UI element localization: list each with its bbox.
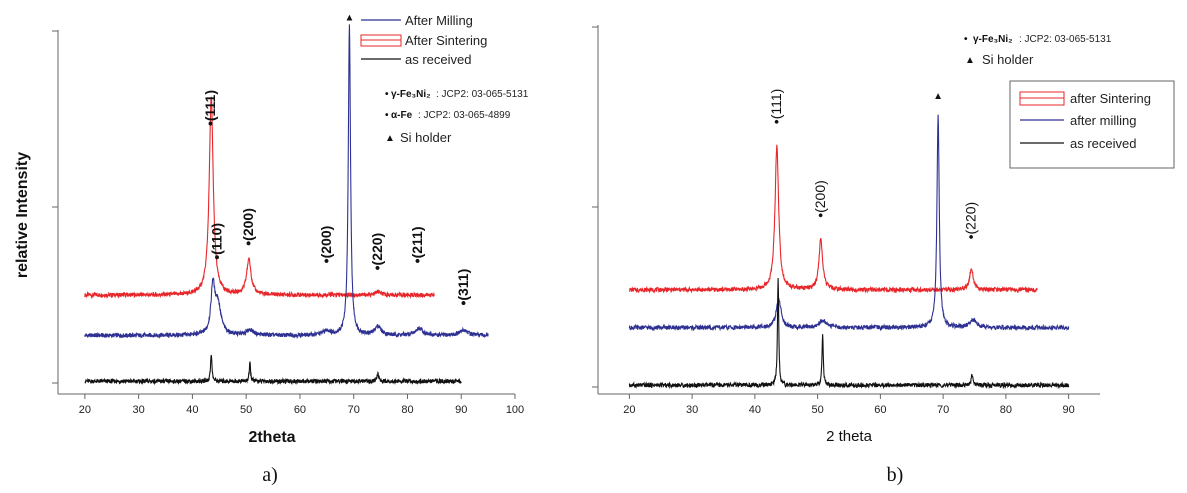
phase-ref: Si holder xyxy=(400,130,452,145)
peak-label: •(211) xyxy=(409,227,425,264)
peak-label: •(200) xyxy=(812,180,828,218)
legend-label-after-milling: After Milling xyxy=(405,13,473,28)
chart-b-axes xyxy=(592,25,1100,395)
phase-marker: • xyxy=(385,110,389,121)
chart-a-x-ticks: 20 30 40 50 60 70 80 90 100 xyxy=(79,394,524,416)
chart-b: 20 30 40 50 60 70 80 90 •(111) •(200) •(220) ▲ 2 t… xyxy=(592,25,1175,486)
series-line-after-milling xyxy=(84,24,489,340)
chart-b-peak-labels: •(111) •(200) •(220) ▲ xyxy=(768,89,979,240)
peak-label: •(111) xyxy=(202,90,218,126)
x-tick-label: 60 xyxy=(294,404,306,416)
si-holder-marker: ▲ xyxy=(344,12,354,23)
chart-a-caption: a) xyxy=(262,464,278,486)
chart-a-legend: After Milling After Sintering as receive… xyxy=(360,13,487,67)
x-tick-label: 60 xyxy=(874,404,886,416)
phase-formula: α-Fe xyxy=(391,110,413,121)
phase-formula: γ-Fe₃Ni₂ xyxy=(391,89,431,100)
x-tick-label: 40 xyxy=(749,404,761,416)
x-tick-label: 70 xyxy=(937,404,949,416)
legend-label-as-received: as received xyxy=(405,52,471,67)
peak-label: •(200) xyxy=(240,208,256,246)
x-tick-label: 40 xyxy=(186,404,198,416)
x-tick-label: 70 xyxy=(348,404,360,416)
chart-b-legend-box xyxy=(1009,80,1175,169)
chart-a-x-axis-label: 2theta xyxy=(248,429,295,446)
chart-a-peak-labels: •(111) •(110) •(200) •(200) •(220) •(211) •(31… xyxy=(202,12,471,305)
peak-label: •(111) xyxy=(768,89,784,125)
phase-ref: : JCP2: 03-065-5131 xyxy=(1019,34,1112,45)
chart-a-y-axis-label: relative Intensity xyxy=(14,152,31,278)
series-line-after-milling xyxy=(628,114,1070,332)
chart-b-legend: after Sintering after milling as receive… xyxy=(1009,80,1175,169)
peak-label: •(311) xyxy=(455,269,471,306)
phase-ref: Si holder xyxy=(982,52,1034,67)
chart-a: 20 30 40 50 60 70 80 90 100 •(111)•(110) •(200) •(… xyxy=(14,12,529,486)
peak-label: •(200) xyxy=(318,226,334,264)
chart-b-phase-legend: • γ-Fe₃Ni₂ : JCP2: 03-065-5131 ▲ Si hold… xyxy=(964,34,1112,67)
chart-a-series xyxy=(84,24,489,386)
peak-label: •(220) xyxy=(369,233,385,271)
x-tick-label: 90 xyxy=(1063,404,1075,416)
phase-ref: : JCP2: 03-065-5131 xyxy=(436,89,529,100)
chart-b-series xyxy=(628,114,1070,390)
phase-ref: : JCP2: 03-065-4899 xyxy=(418,110,511,121)
x-tick-label: 20 xyxy=(79,404,91,416)
si-marker-icon: ▲ xyxy=(965,55,975,66)
legend-label-after-sintering: after Sintering xyxy=(1070,91,1151,106)
x-tick-label: 30 xyxy=(133,404,145,416)
legend-label-after-sintering: After Sintering xyxy=(405,33,487,48)
chart-b-caption: b) xyxy=(887,464,904,486)
si-marker-icon: ▲ xyxy=(385,133,395,144)
x-tick-label: 90 xyxy=(455,404,467,416)
x-tick-label: 100 xyxy=(506,404,524,416)
series-line-as-received xyxy=(628,278,1070,390)
x-tick-label: 50 xyxy=(812,404,824,416)
x-tick-label: 80 xyxy=(401,404,413,416)
x-tick-label: 80 xyxy=(1000,404,1012,416)
chart-b-x-axis-label: 2 theta xyxy=(826,428,873,445)
chart-b-x-ticks: 20 30 40 50 60 70 80 90 xyxy=(623,394,1075,416)
series-line-after-sintering xyxy=(84,96,435,300)
series-line-after-sintering xyxy=(629,144,1038,294)
x-tick-label: 50 xyxy=(240,404,252,416)
peak-label: •(110) xyxy=(209,223,225,260)
phase-formula: γ-Fe₃Ni₂ xyxy=(973,34,1013,45)
si-holder-marker: ▲ xyxy=(933,91,943,102)
x-tick-label: 30 xyxy=(686,404,698,416)
phase-marker: • xyxy=(385,89,389,100)
chart-a-axes xyxy=(52,30,515,395)
series-line-as-received xyxy=(84,354,462,386)
phase-marker: • xyxy=(964,34,968,45)
legend-label-after-milling: after milling xyxy=(1070,113,1136,128)
legend-label-as-received: as received xyxy=(1070,136,1136,151)
peak-label: •(220) xyxy=(962,202,978,240)
x-tick-label: 20 xyxy=(623,404,635,416)
chart-a-phase-legend: • γ-Fe₃Ni₂ : JCP2: 03-065-5131 • α-Fe : … xyxy=(385,89,529,145)
